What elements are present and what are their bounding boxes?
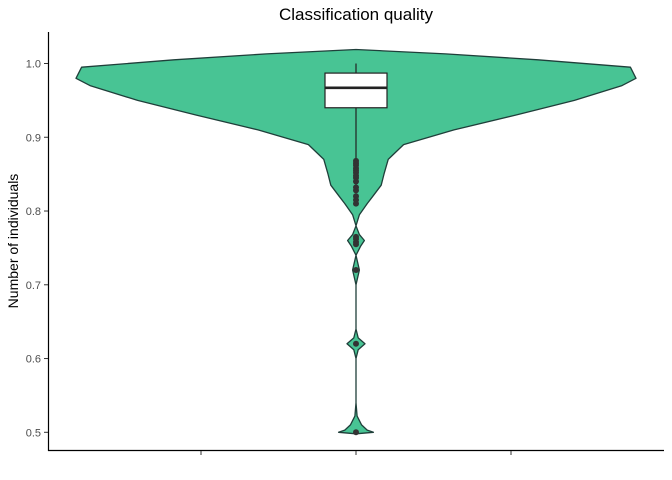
x-axis-ticks xyxy=(200,451,512,455)
outlier-points xyxy=(353,157,359,436)
outlier-point xyxy=(353,200,359,207)
outlier-point xyxy=(353,187,359,194)
y-tick-label: 0.9 xyxy=(26,132,41,144)
y-tick-label: 0.7 xyxy=(26,280,41,292)
box-iqr xyxy=(324,72,388,109)
y-axis-ticks: 0.5 0.6 0.7 0.8 0.9 1.0 xyxy=(26,59,48,439)
y-axis-label: Number of individuals xyxy=(5,174,21,309)
y-tick-label: 0.6 xyxy=(26,354,41,366)
y-tick-label: 1.0 xyxy=(26,59,41,71)
outlier-point xyxy=(353,267,359,274)
y-tick-label: 0.5 xyxy=(26,427,41,439)
y-tick-label: 0.8 xyxy=(26,206,41,218)
outlier-point xyxy=(353,241,359,248)
outlier-point xyxy=(353,178,359,185)
outlier-point xyxy=(353,429,359,436)
outlier-point xyxy=(353,340,359,347)
chart-title: Classification quality xyxy=(279,5,434,24)
